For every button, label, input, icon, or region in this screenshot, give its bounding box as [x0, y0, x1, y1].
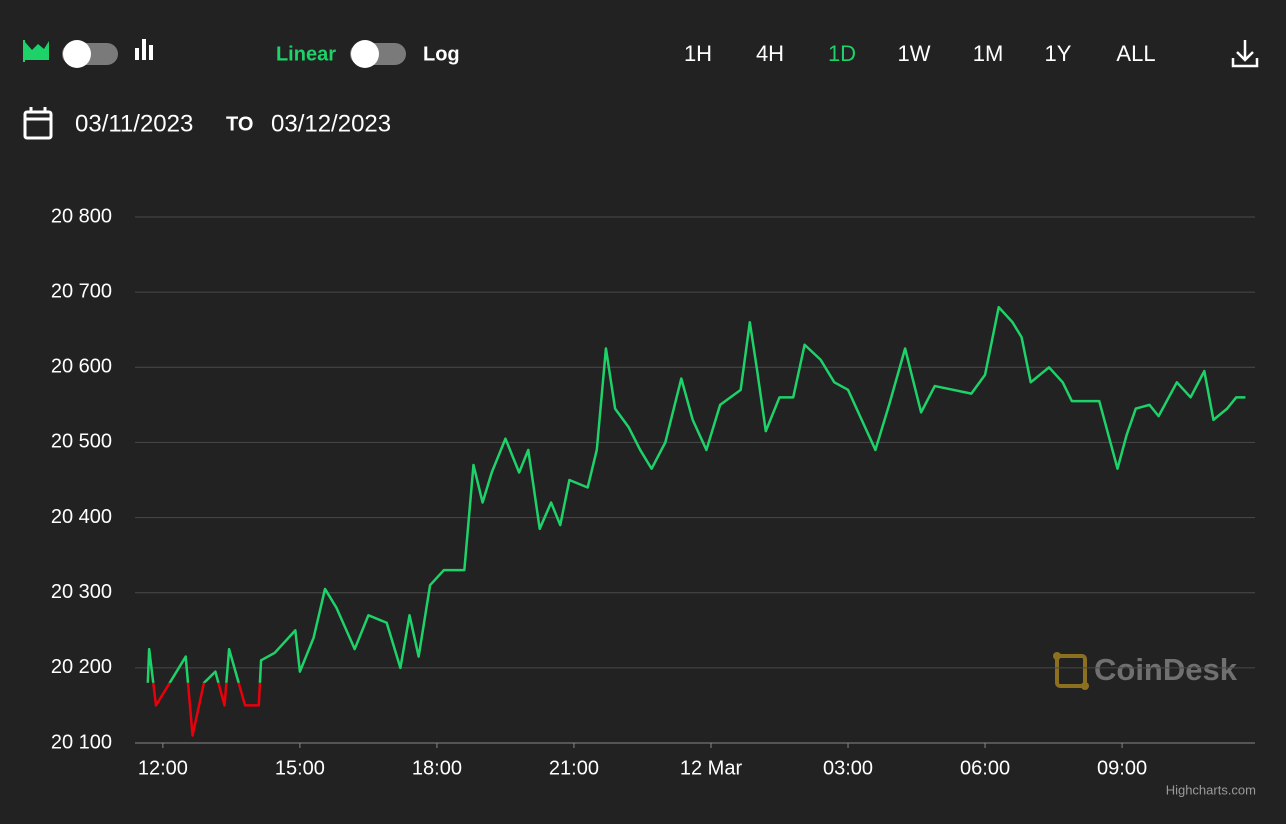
- y-tick-label: 20 700: [51, 280, 112, 302]
- x-tick-label: 18:00: [412, 757, 462, 779]
- y-tick-label: 20 400: [51, 506, 112, 528]
- scale-toggle[interactable]: [350, 40, 406, 68]
- credits[interactable]: Highcharts.com: [1166, 782, 1256, 797]
- price-line: [146, 305, 1246, 683]
- date-to[interactable]: 03/12/2023: [271, 110, 391, 137]
- bar-chart-icon[interactable]: [135, 39, 153, 60]
- x-tick-label: 06:00: [960, 757, 1010, 779]
- watermark-text: CoinDesk: [1094, 652, 1238, 687]
- x-tick-label: 12:00: [138, 757, 188, 779]
- x-tick-label: 21:00: [549, 757, 599, 779]
- range-button[interactable]: 1W: [898, 41, 931, 66]
- range-button[interactable]: 1M: [973, 41, 1004, 66]
- y-tick-label: 20 100: [51, 731, 112, 753]
- range-button[interactable]: 1Y: [1045, 41, 1072, 66]
- y-tick-label: 20 300: [51, 581, 112, 603]
- chart-type-toggle[interactable]: [62, 40, 118, 68]
- range-button[interactable]: 4H: [756, 41, 784, 66]
- area-chart-icon[interactable]: [23, 40, 49, 62]
- x-tick-label: 03:00: [823, 757, 873, 779]
- y-tick-label: 20 800: [51, 205, 112, 227]
- range-button[interactable]: ALL: [1116, 41, 1155, 66]
- range-button[interactable]: 1H: [684, 41, 712, 66]
- y-tick-label: 20 500: [51, 431, 112, 453]
- x-tick-label: 09:00: [1097, 757, 1147, 779]
- y-tick-label: 20 200: [51, 656, 112, 678]
- x-tick-label: 15:00: [275, 757, 325, 779]
- x-tick-label: 12 Mar: [680, 757, 743, 779]
- date-from[interactable]: 03/11/2023: [75, 110, 193, 137]
- y-tick-label: 20 600: [51, 356, 112, 378]
- download-button[interactable]: [1231, 40, 1259, 68]
- linear-label[interactable]: Linear: [276, 43, 336, 65]
- calendar-icon[interactable]: [23, 107, 53, 140]
- range-button[interactable]: 1D: [828, 41, 856, 66]
- log-label[interactable]: Log: [423, 43, 460, 65]
- watermark: CoinDesk: [1053, 652, 1238, 690]
- date-separator: TO: [226, 113, 253, 135]
